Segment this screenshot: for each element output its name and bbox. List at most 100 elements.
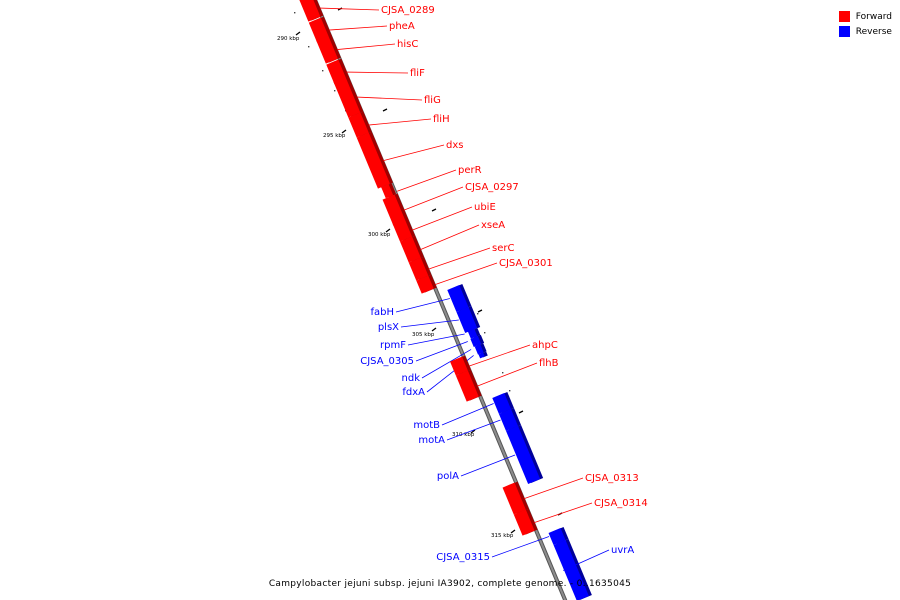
gene-leader — [407, 333, 465, 346]
gene-arrow-xseA — [400, 236, 421, 263]
gene-leader — [415, 341, 468, 362]
tick-label: 310 kbp — [452, 432, 475, 438]
legend-label-reverse: Reverse — [855, 26, 892, 37]
gene-label: ahpC — [532, 340, 558, 351]
minor-tick — [322, 70, 324, 72]
gene-label: hisC — [397, 39, 418, 50]
gene-arrow-CJSA_0301 — [416, 275, 434, 294]
gene-leader — [421, 349, 472, 379]
gene-leader — [491, 536, 550, 558]
gene-arrow-ahpC — [450, 356, 468, 376]
gene-arrow-ndk — [474, 344, 484, 355]
minor-tick — [308, 46, 310, 48]
gene-label: CJSA_0314 — [594, 498, 648, 509]
gene-leader — [468, 344, 531, 367]
tick-label: 290 kbp — [277, 36, 300, 42]
gene-label: fliG — [424, 95, 441, 106]
forward-swatch — [838, 11, 850, 22]
gene-leader — [412, 206, 473, 231]
gene-label: fliF — [410, 68, 425, 79]
gene-label: pheA — [389, 21, 415, 32]
gene-arrow-hisC — [316, 35, 338, 64]
gene-arrow-CJSA_0289 — [299, 0, 321, 22]
major-tick — [431, 327, 437, 332]
minor-tick — [334, 90, 336, 92]
gene-leader — [395, 298, 450, 313]
gene-leader — [524, 477, 584, 499]
gene-leader — [434, 262, 498, 285]
gene-label: motB — [413, 420, 440, 431]
gene-arrow-fabH — [447, 284, 469, 312]
gene-label: fliH — [433, 114, 450, 125]
tick-label: 295 kbp — [323, 133, 346, 139]
gene-leader — [563, 549, 610, 571]
legend-label-forward: Forward — [855, 11, 892, 22]
major-tick — [295, 31, 301, 36]
gene-arrow-polA — [506, 425, 541, 484]
gene-label: ubiE — [474, 202, 496, 213]
gene-label: flhB — [539, 358, 559, 369]
gene-label: rpmF — [380, 340, 406, 351]
gene-leader — [328, 25, 388, 31]
major-tick — [510, 529, 516, 534]
minor-tick — [294, 12, 296, 14]
gene-leader — [420, 224, 480, 250]
gene-arrow-CJSA_0305 — [470, 335, 482, 347]
gene-leader — [441, 403, 494, 426]
gene-label: CJSA_0315 — [436, 552, 490, 563]
gene-label: dxs — [446, 140, 463, 151]
gene-leader — [477, 362, 538, 387]
gene-arrow-uvrA — [553, 539, 589, 600]
gene-leader — [534, 502, 593, 523]
legend-item-reverse: Reverse — [838, 24, 892, 39]
gene-leader — [383, 144, 445, 161]
minor-tick — [509, 390, 511, 392]
gene-label: CJSA_0313 — [585, 473, 639, 484]
map-caption: Campylobacter jejuni subsp. jejuni IA390… — [268, 579, 632, 589]
gene-leader — [397, 169, 457, 192]
gene-arrow-motA — [498, 408, 519, 431]
gene-arrow-pheA — [308, 17, 330, 43]
major-tick — [470, 429, 476, 434]
gene-label: fdxA — [402, 387, 425, 398]
gene-arrow-dxs — [356, 132, 390, 189]
gene-arrow-fliH — [348, 112, 369, 138]
major-tick — [518, 410, 524, 414]
major-tick — [477, 309, 483, 313]
gene-label: ndk — [402, 373, 421, 384]
gene-arrow-rpmF — [467, 329, 478, 339]
tick-label: 300 kbp — [368, 232, 391, 238]
gene-arrow-CJSA_0313 — [502, 482, 526, 515]
gene-label: fabH — [370, 307, 394, 318]
gene-leader — [337, 43, 396, 50]
gene-label: perR — [458, 165, 482, 176]
gene-leader — [460, 454, 516, 477]
gene-label: CJSA_0297 — [465, 182, 519, 193]
major-tick — [382, 108, 388, 112]
gene-arrow-motB — [492, 392, 511, 414]
gene-leader — [356, 96, 423, 101]
legend-item-forward: Forward — [838, 9, 892, 24]
gene-leader — [428, 247, 491, 270]
gene-arrow-flhB — [455, 370, 479, 402]
tick-label: 305 kbp — [412, 332, 435, 338]
gene-leader — [368, 118, 432, 126]
gene-arrow-ubiE — [392, 218, 413, 242]
gene-arrow-CJSA_0315 — [548, 527, 566, 545]
gene-leader — [319, 7, 380, 11]
gene-leader — [400, 319, 459, 328]
gene-label: serC — [492, 243, 514, 254]
legend: Forward Reverse — [838, 9, 892, 39]
tick-label: 315 kbp — [491, 533, 514, 539]
minor-tick — [477, 313, 479, 315]
major-tick — [341, 129, 347, 134]
gene-arrow-CJSA_0314 — [513, 509, 535, 536]
gene-label: CJSA_0305 — [360, 356, 414, 367]
gene-arrow-CJSA_0297 — [382, 194, 406, 226]
gene-leader — [346, 71, 409, 74]
major-tick — [385, 228, 391, 233]
gene-label: xseA — [481, 220, 505, 231]
minor-tick — [502, 372, 504, 374]
gene-label: motA — [418, 435, 445, 446]
